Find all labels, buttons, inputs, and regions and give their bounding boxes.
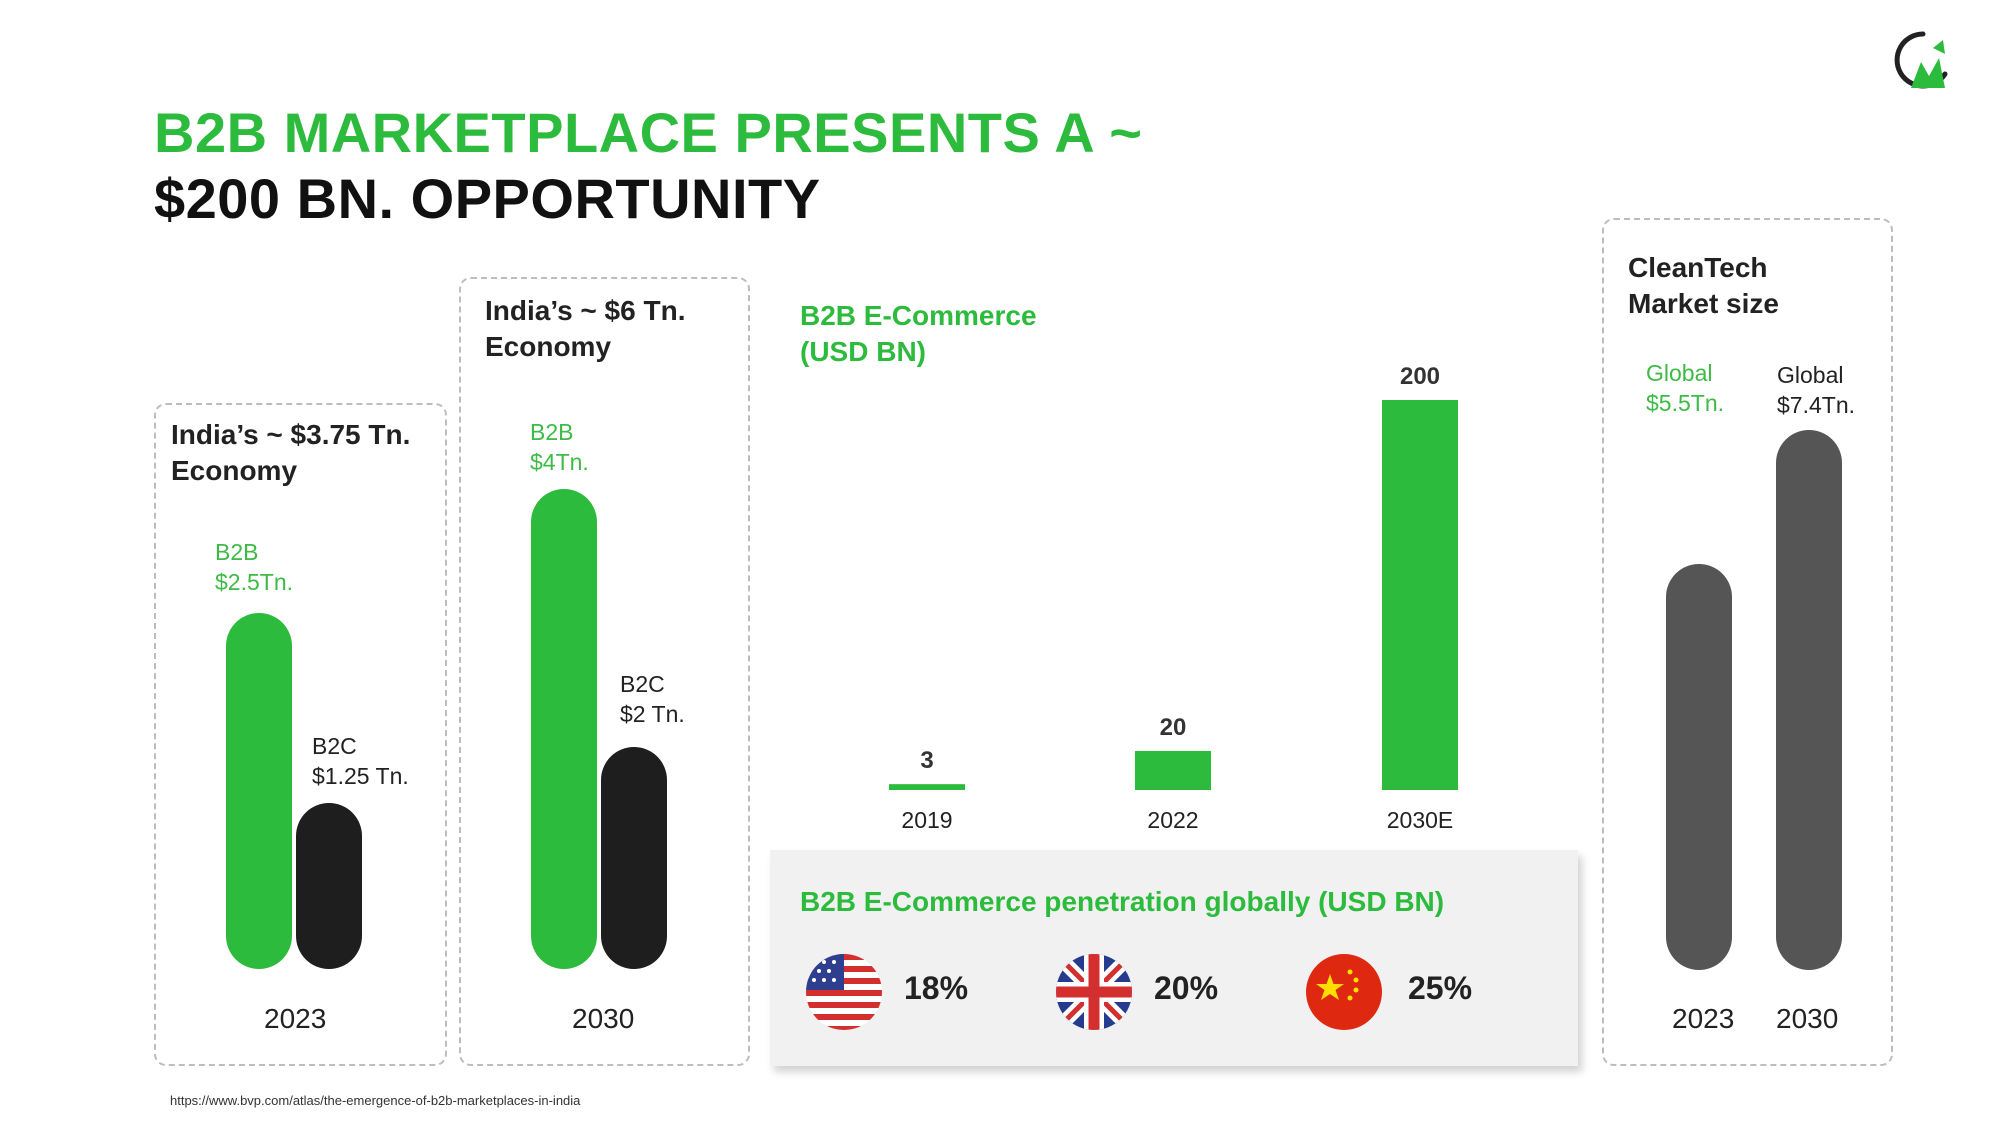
- india-2030-card-title: India’s ~ $6 Tn. Economy: [485, 295, 686, 362]
- cleantech-year-2023: 2023: [1672, 1003, 1735, 1034]
- ecommerce-bar-2019: [889, 784, 965, 790]
- ecommerce-year-label-2030E: 2030E: [1387, 807, 1454, 833]
- china-flag-icon: [1306, 954, 1382, 1030]
- india-2023-b2c-value: $1.25 Tn.: [312, 763, 409, 789]
- india-2030-b2c-value: $2 Tn.: [620, 701, 685, 727]
- ecommerce-value-label-2019: 3: [920, 747, 933, 774]
- ecommerce-value-label-2022: 20: [1160, 714, 1187, 741]
- india-2023-b2b-value: $2.5Tn.: [215, 569, 293, 595]
- ecommerce-year-label-2022: 2022: [1147, 807, 1198, 833]
- india-2023-b2b-bar: [226, 613, 292, 969]
- cleantech-year-2030: 2030: [1776, 1003, 1839, 1034]
- page-title-line-2: $200 BN. OPPORTUNITY: [154, 167, 821, 230]
- cleantech-2030-value: $7.4Tn.: [1777, 392, 1855, 418]
- ecommerce-value-label-2030E: 200: [1400, 363, 1440, 390]
- india-2023-b2b-label: B2B: [215, 539, 259, 565]
- ecommerce-chart-title: B2B E-Commerce (USD BN): [800, 300, 1037, 367]
- cleantech-card-title: CleanTech Market size: [1628, 252, 1779, 319]
- india-2030-card: India’s ~ $6 Tn. Economy B2B $4Tn. B2C $…: [459, 277, 750, 1066]
- source-link[interactable]: https://www.bvp.com/atlas/the-emergence-…: [170, 1093, 581, 1108]
- india-2030-b2b-value: $4Tn.: [530, 449, 589, 475]
- india-2023-year-label: 2023: [264, 1003, 327, 1034]
- india-2030-b2c-bar: [601, 747, 667, 969]
- cleantech-2030-label: Global: [1777, 362, 1844, 388]
- india-2023-b2c-bar: [296, 803, 362, 969]
- company-logo-icon: [1894, 31, 1948, 89]
- india-2023-card-title: India’s ~ $3.75 Tn. Economy: [171, 419, 411, 486]
- ecommerce-bar-2030E: [1382, 400, 1458, 790]
- usa-flag-icon: [806, 954, 882, 1030]
- page-title-line-1: B2B MARKETPLACE PRESENTS A ~: [154, 101, 1143, 164]
- cleantech-card: CleanTech Market size Global $5.5Tn. Glo…: [1602, 218, 1893, 1066]
- penetration-title: B2B E-Commerce penetration globally (USD…: [800, 886, 1445, 917]
- india-2030-b2b-bar: [531, 489, 597, 969]
- cleantech-2023-value: $5.5Tn.: [1646, 390, 1724, 416]
- cleantech-2023-label: Global: [1646, 360, 1713, 386]
- india-2023-b2c-label: B2C: [312, 733, 357, 759]
- uk-flag-icon: [1056, 954, 1132, 1030]
- ecommerce-year-label-2019: 2019: [901, 807, 952, 833]
- india-2030-year-label: 2030: [572, 1003, 635, 1034]
- cleantech-2030-bar: [1776, 430, 1842, 970]
- usa-penetration-value: 18%: [904, 970, 969, 1006]
- india-2023-card: India’s ~ $3.75 Tn. Economy B2B $2.5Tn. …: [154, 403, 447, 1066]
- india-2030-b2b-label: B2B: [530, 419, 574, 445]
- penetration-panel: B2B E-Commerce penetration globally (USD…: [770, 850, 1578, 1066]
- china-penetration-value: 25%: [1408, 970, 1473, 1006]
- ecommerce-bar-chart: 3 2019 20 2022 200 2030E: [889, 363, 1458, 833]
- cleantech-2023-bar: [1666, 564, 1732, 970]
- uk-penetration-value: 20%: [1154, 970, 1219, 1006]
- india-2030-b2c-label: B2C: [620, 671, 665, 697]
- ecommerce-bar-2022: [1135, 751, 1211, 790]
